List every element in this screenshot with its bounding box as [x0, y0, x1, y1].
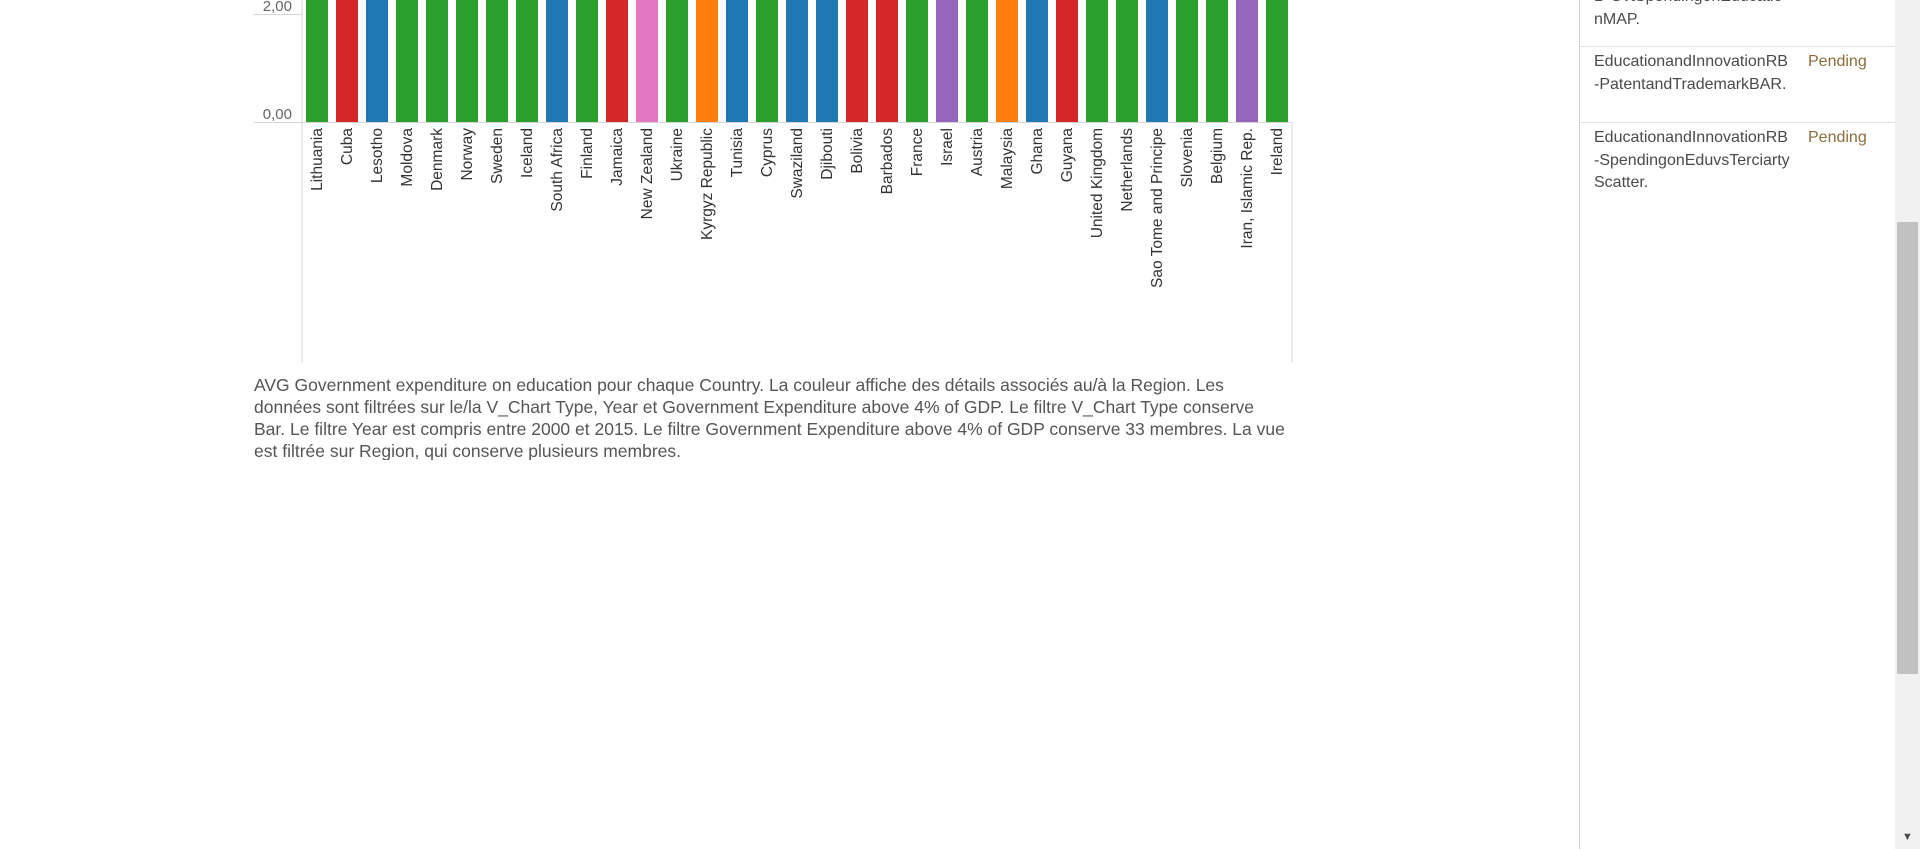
x-tick-label: Malaysia — [999, 128, 1016, 190]
x-tick-label: Cyprus — [759, 128, 776, 177]
x-tick-label: Ireland — [1269, 128, 1286, 175]
x-tick-label: Kyrgyz Republic — [699, 128, 716, 240]
x-tick-label: Norway — [459, 128, 476, 181]
bar — [366, 0, 388, 122]
x-tick-label: United Kingdom — [1089, 128, 1106, 238]
x-tick-label: Lithuania — [309, 128, 326, 191]
x-tick-label: Slovenia — [1179, 128, 1196, 188]
bar — [1176, 0, 1198, 122]
x-tick-label: Netherlands — [1119, 128, 1136, 212]
x-tick-label: Austria — [969, 128, 986, 177]
bar — [996, 0, 1018, 122]
bar — [876, 0, 898, 122]
bar — [846, 0, 868, 122]
x-tick-label: Swaziland — [789, 128, 806, 199]
bar — [606, 0, 628, 122]
task-row[interactable]: EducationandInnovationRB-PatentandTradem… — [1580, 47, 1896, 123]
y-tick-label: 0,00 — [263, 106, 292, 123]
bar — [306, 0, 328, 122]
bar — [426, 0, 448, 122]
task-row[interactable]: B-GvtSpendingonEducationMAP. — [1580, 0, 1896, 47]
x-tick-label: France — [909, 128, 926, 176]
task-panel: B-GvtSpendingonEducationMAP. Educationan… — [1579, 0, 1896, 849]
bar — [486, 0, 508, 122]
bar — [906, 0, 928, 122]
vertical-scrollbar[interactable]: ▼ — [1895, 0, 1920, 849]
bar — [396, 0, 418, 122]
x-tick-label: Tunisia — [729, 128, 746, 178]
scroll-down-arrow-icon[interactable]: ▼ — [1902, 831, 1913, 843]
x-tick-label: Sao Tome and Principe — [1149, 128, 1166, 288]
bar — [966, 0, 988, 122]
x-tick-label: Ghana — [1029, 128, 1046, 175]
chart-caption: AVG Government expenditure on education … — [254, 375, 1285, 460]
task-status: Pending — [1808, 53, 1867, 70]
x-tick-label: Sweden — [489, 128, 506, 184]
bar — [756, 0, 778, 122]
x-tick-label: Bolivia — [849, 128, 866, 174]
x-tick-label: Guyana — [1059, 128, 1076, 183]
task-name: B-GvtSpendingonEducationMAP. — [1594, 0, 1783, 28]
bar — [1116, 0, 1138, 122]
bar — [576, 0, 598, 122]
task-row[interactable]: EducationandInnovationRB-SpendingonEduvs… — [1580, 123, 1896, 198]
bar — [696, 0, 718, 122]
chart-svg: 2,00 0,00 Lithuania Cuba Lesotho Moldova Denma… — [254, 0, 1293, 362]
x-tick-label: Moldova — [399, 128, 416, 187]
task-name: EducationandInnovationRB-SpendingonEduvs… — [1594, 129, 1790, 191]
bar — [1206, 0, 1228, 122]
bar — [936, 0, 958, 122]
scrollbar-thumb[interactable] — [1897, 222, 1918, 674]
x-tick-label: New Zealand — [639, 128, 656, 219]
x-tick-label: Iran, Islamic Rep. — [1239, 128, 1256, 249]
x-tick-label: Ukraine — [669, 128, 686, 181]
x-tick-label: Finland — [579, 128, 596, 179]
bar — [726, 0, 748, 122]
x-tick-label: Iceland — [519, 128, 536, 178]
bar — [456, 0, 478, 122]
bar — [1146, 0, 1168, 122]
x-tick-label: Cuba — [339, 128, 356, 165]
x-tick-label: Barbados — [879, 128, 896, 195]
bar — [636, 0, 658, 122]
task-status: Pending — [1808, 129, 1867, 146]
bar — [1086, 0, 1108, 122]
bar — [1026, 0, 1048, 122]
x-tick-label: Israel — [939, 128, 956, 166]
y-tick-label: 2,00 — [263, 0, 292, 15]
x-tick-label: Belgium — [1209, 128, 1226, 184]
x-tick-label: Djibouti — [819, 128, 836, 180]
bar — [546, 0, 568, 122]
x-tick-label: Denmark — [429, 128, 446, 191]
x-tick-label: Jamaica — [609, 128, 626, 186]
x-tick-label: Lesotho — [369, 128, 386, 183]
bar — [1236, 0, 1258, 122]
bar — [786, 0, 808, 122]
task-name: EducationandInnovationRB-PatentandTradem… — [1594, 53, 1788, 93]
bar — [1266, 0, 1288, 122]
bar — [1056, 0, 1078, 122]
x-tick-label: South Africa — [549, 128, 566, 212]
bar — [516, 0, 538, 122]
bar — [666, 0, 688, 122]
bar — [816, 0, 838, 122]
bar-chart: 2,00 0,00 Lithuania Cuba Lesotho Moldova Denma… — [0, 0, 1300, 370]
bar — [336, 0, 358, 122]
